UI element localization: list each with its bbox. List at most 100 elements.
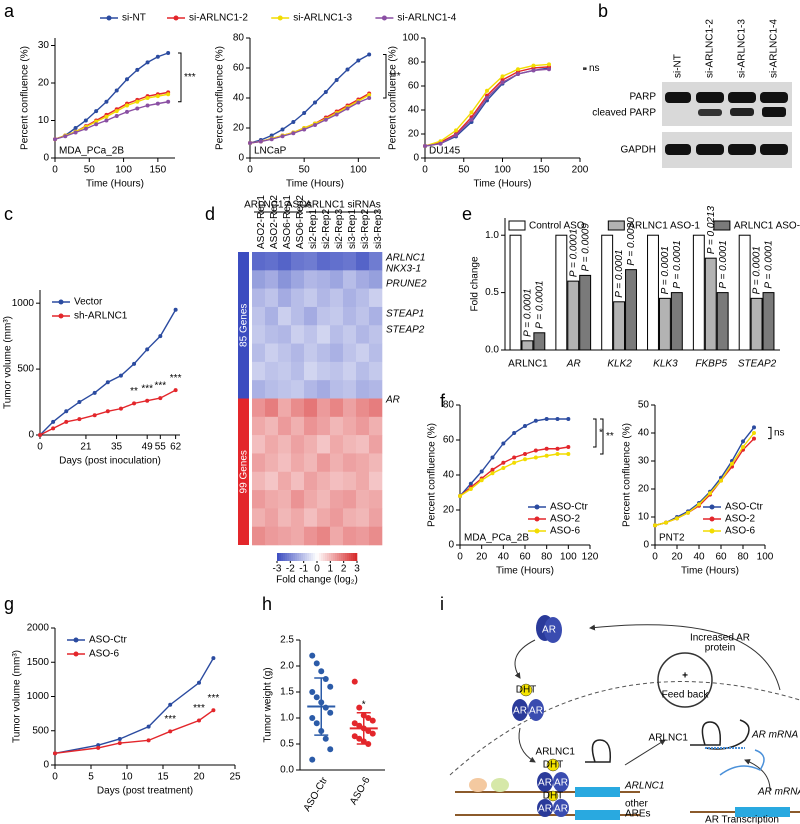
heatmap-cell — [304, 453, 318, 473]
heatmap-cell — [317, 288, 331, 308]
bar — [738, 234, 751, 351]
heatmap-cell — [304, 361, 318, 381]
gene — [735, 807, 790, 817]
x-tick-label: ASO-6 — [348, 775, 373, 807]
data-point — [104, 118, 109, 123]
data-point — [356, 100, 361, 105]
x-tick-label: FKBP5 — [695, 359, 727, 370]
data-point — [96, 745, 101, 750]
data-point — [533, 418, 538, 423]
heatmap-cell — [304, 471, 318, 491]
y-tick-label: 60 — [233, 63, 245, 74]
data-point — [555, 446, 560, 451]
data-point — [92, 390, 97, 395]
bar — [716, 292, 729, 351]
data-point — [423, 144, 427, 148]
heatmap-cell — [265, 380, 279, 399]
row-group-bar — [238, 398, 249, 545]
data-point — [96, 743, 101, 748]
data-point — [741, 445, 745, 449]
data-point — [367, 96, 372, 100]
heatmap-cell — [252, 306, 266, 326]
series-line — [54, 101, 169, 140]
legend-label: ASO-2 — [725, 514, 755, 525]
heatmap-cell — [330, 508, 344, 527]
data-point — [117, 736, 122, 741]
y-tick-label: 30 — [638, 456, 650, 467]
data-point — [280, 127, 285, 132]
significance-label: *** — [184, 72, 196, 83]
colorbar-segment — [301, 553, 304, 561]
panel-label: b — [598, 1, 608, 21]
gene-label: PRUNE2 — [386, 279, 427, 290]
diagram-label: ARLNC1 — [536, 747, 576, 758]
western-blot: PARP cleaved PARP GAPDH si-NT si-ARLNC1-… — [592, 19, 792, 168]
data-point — [523, 457, 527, 462]
data-point — [351, 678, 358, 685]
heatmap-cell — [252, 398, 266, 418]
data-point — [485, 96, 489, 100]
data-point — [313, 660, 320, 667]
heatmap-cell — [291, 435, 305, 454]
band — [665, 144, 691, 155]
data-point — [531, 63, 536, 68]
legend-marker — [277, 15, 283, 21]
heatmap-cell — [356, 471, 370, 491]
data-point — [155, 54, 160, 59]
bar — [509, 234, 522, 351]
heatmap-cell — [291, 306, 305, 326]
heatmap-cell — [304, 270, 318, 289]
data-point — [166, 92, 171, 97]
significance-label: *** — [141, 383, 153, 394]
colorbar-segment — [293, 553, 296, 561]
data-point — [145, 103, 150, 108]
legend-label: ASO-6 — [550, 526, 580, 537]
data-point — [752, 425, 756, 430]
colorbar-segment — [289, 553, 292, 561]
heatmap-cell — [291, 398, 305, 418]
colorbar-segment — [343, 553, 346, 561]
heatmap-cell — [291, 252, 305, 271]
x-tick-label: ARLNC1 — [508, 359, 548, 370]
data-point — [258, 139, 263, 144]
gene — [575, 787, 620, 797]
data-point — [248, 141, 252, 145]
data-point — [523, 452, 527, 456]
data-point — [104, 99, 109, 104]
lane-label: si-NT — [673, 54, 684, 78]
y-tick-label: 1000 — [12, 298, 35, 309]
x-tick-label: KLK2 — [607, 359, 632, 370]
legend-marker — [709, 504, 715, 510]
heatmap-cell — [291, 325, 305, 344]
x-tick-label: 60 — [519, 552, 531, 563]
heatmap-cell — [343, 453, 357, 473]
data-point — [501, 466, 506, 470]
arlnc1-ar-mrna — [690, 719, 750, 750]
significance-bracket — [600, 418, 604, 455]
data-point — [523, 424, 527, 428]
heatmap-cell — [265, 306, 279, 326]
row-group-bar — [238, 252, 249, 399]
gene — [575, 810, 620, 820]
data-point — [173, 307, 178, 312]
significance-label: *** — [170, 373, 182, 384]
x-axis-label: Time (Hours) — [286, 179, 344, 190]
x-tick-label: 15 — [157, 772, 169, 783]
heatmap-cell — [330, 306, 344, 326]
x-tick-label: 5 — [88, 772, 94, 783]
heatmap-cell — [343, 288, 357, 308]
x-axis-label: Time (Hours) — [474, 179, 532, 190]
colorbar-segment — [331, 553, 334, 561]
column-label: si3-Rep1 — [347, 209, 358, 249]
y-tick-label: 0 — [238, 153, 244, 164]
panel-label: a — [4, 1, 15, 21]
heatmap-cell — [356, 398, 370, 418]
x-tick-label: 20 — [671, 552, 683, 563]
diagram-label: AR — [554, 804, 568, 815]
arrow — [514, 639, 536, 679]
data-point — [544, 417, 549, 421]
data-point — [566, 445, 571, 449]
bar — [704, 257, 717, 351]
diagram-label: AR — [538, 804, 552, 815]
data-point — [512, 460, 517, 465]
